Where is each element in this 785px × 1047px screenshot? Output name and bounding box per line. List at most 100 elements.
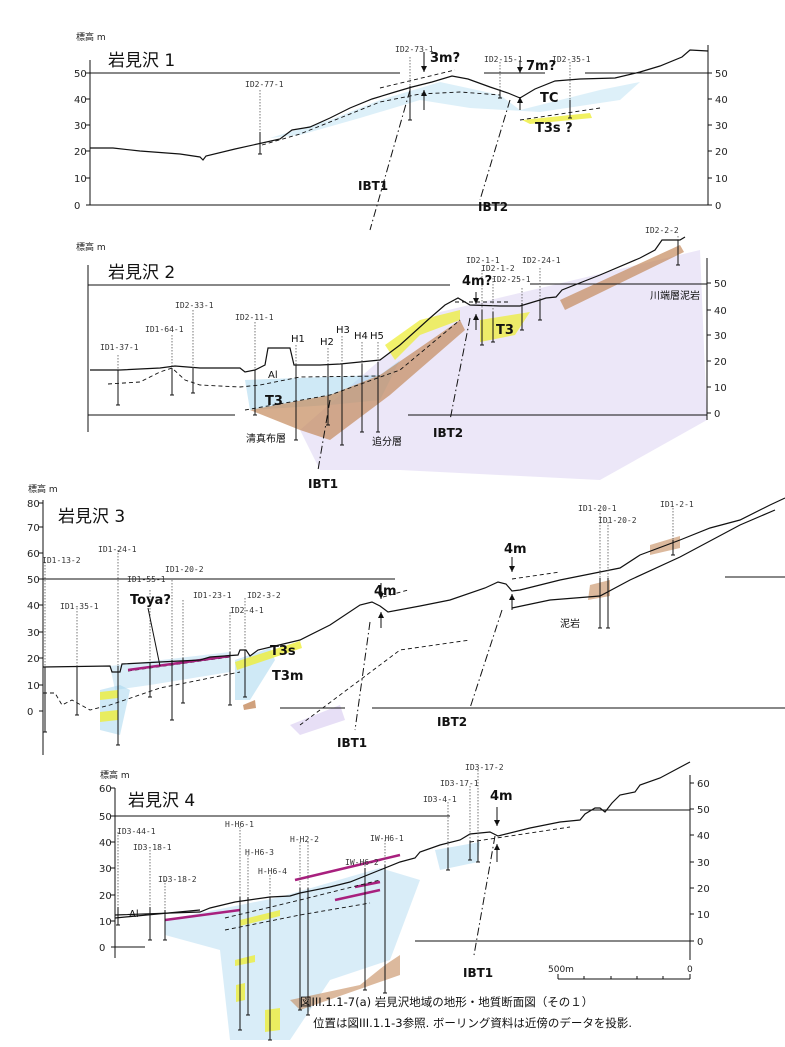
borehole-label: ID1-23-1 xyxy=(193,591,232,600)
borehole-label: ID2-4-1 xyxy=(230,606,264,615)
axis-tick-label: 50 xyxy=(99,812,112,823)
borehole-label: ID2-35-1 xyxy=(552,55,591,64)
fault-trace-ibt2 xyxy=(479,99,511,201)
borehole-label: ID1-20-2 xyxy=(165,565,204,574)
offset-label: 4m xyxy=(374,584,397,599)
axis-tick-label: 70 xyxy=(27,523,40,534)
unit-t3-yellow xyxy=(385,310,460,360)
elevation-axis-label: 標高 m xyxy=(28,483,58,495)
borehole-label: ID3-44-1 xyxy=(117,827,156,836)
axis-tick-label: 50 xyxy=(27,575,40,586)
unit-brown xyxy=(243,700,256,710)
axis-tick-label: 60 xyxy=(697,779,710,790)
axis-tick-label: 0 xyxy=(714,409,720,420)
axis-tick-label: 20 xyxy=(697,884,710,895)
axis-tick-label: 0 xyxy=(697,937,703,948)
unit-brown xyxy=(588,580,610,600)
borehole-label: H4 xyxy=(354,331,368,342)
borehole-label: ID3-18-2 xyxy=(158,875,197,884)
borehole-label: ID2-2-2 xyxy=(645,226,679,235)
fault-label-ibt1: IBT1 xyxy=(463,966,493,980)
displaced-surface xyxy=(382,589,409,598)
scale-bar-label-500m: 500m xyxy=(548,965,574,975)
borehole-label: ID1-2-1 xyxy=(660,500,694,509)
axis-tick-label: 20 xyxy=(714,357,727,368)
axis-tick-label: 50 xyxy=(714,279,727,290)
upthrow-arrow-head xyxy=(517,97,523,103)
formation-label-oiwake: 追分層 xyxy=(372,435,402,448)
borehole-label: H-H6-1 xyxy=(225,820,254,829)
borehole-label: IW-H6-1 xyxy=(370,834,404,843)
axis-tick-label: 60 xyxy=(27,549,40,560)
toya-tephra xyxy=(334,888,381,902)
bedrock-surface xyxy=(511,509,776,609)
borehole-label: ID2-25-1 xyxy=(492,275,531,284)
toya-tephra xyxy=(354,880,381,889)
upthrow-arrow-head xyxy=(421,90,427,96)
borehole-label: ID2-73-1 xyxy=(395,45,434,54)
axis-tick-label: 30 xyxy=(74,121,87,132)
unit-blue xyxy=(435,842,480,870)
unit-brown-right xyxy=(560,245,684,310)
unit-bedrock xyxy=(290,705,345,735)
unit-brown xyxy=(250,320,465,440)
unit-label-t3m: T3m xyxy=(272,669,303,684)
borehole-label: ID2-1-1 xyxy=(466,256,500,265)
borehole-label: ID1-55-1 xyxy=(127,575,166,584)
upthrow-arrow-head xyxy=(494,844,500,850)
borehole-label: H-H2-2 xyxy=(290,835,319,844)
borehole-label: H-H6-4 xyxy=(258,867,287,876)
borehole-label: ID3-4-1 xyxy=(423,795,457,804)
offset-label: 4m xyxy=(504,542,527,557)
borehole-label: ID2-1-2 xyxy=(481,264,515,273)
section-title: 岩見沢 1 xyxy=(108,51,175,71)
fault-trace-ibt1 xyxy=(473,835,496,956)
axis-tick-label: 10 xyxy=(74,174,87,185)
axis-tick-label: 50 xyxy=(74,69,87,80)
axis-tick-label: 30 xyxy=(99,864,112,875)
toya-leader xyxy=(147,607,161,667)
downthrow-arrow-head xyxy=(509,566,515,572)
borehole-label: IW-H6-2 xyxy=(345,858,379,867)
upthrow-arrow-head xyxy=(473,314,479,320)
borehole-label: H1 xyxy=(291,334,305,345)
terrain-profile xyxy=(90,49,709,161)
fault-label-ibt1: IBT1 xyxy=(358,179,388,193)
offset-label: 3m? xyxy=(430,51,460,66)
downthrow-arrow-head xyxy=(421,66,427,72)
axis-tick-label: 0 xyxy=(27,707,33,718)
borehole-label: ID1-35-1 xyxy=(60,602,99,611)
axis-tick-label: 10 xyxy=(27,681,40,692)
elevation-axis-label: 標高 m xyxy=(100,769,130,781)
axis-tick-label: 30 xyxy=(715,121,728,132)
axis-tick-label: 50 xyxy=(697,805,710,816)
axis-tick-label: 30 xyxy=(27,628,40,639)
displaced-surface xyxy=(511,571,561,580)
unit-blue-sediment xyxy=(270,82,640,138)
borehole-label: ID1-13-2 xyxy=(42,556,81,565)
unit-yellow xyxy=(100,710,118,722)
unit-brown xyxy=(290,955,400,1010)
axis-tick-label: 60 xyxy=(99,784,112,795)
unit-boundary xyxy=(43,671,241,711)
unit-label-t3s: T3s xyxy=(270,644,296,659)
unit-yellow xyxy=(265,1008,280,1032)
fault-label-ibt1: IBT1 xyxy=(337,736,367,750)
section-title: 岩見沢 2 xyxy=(108,263,175,283)
displaced-surface xyxy=(379,69,456,89)
borehole-label: H-H6-3 xyxy=(245,848,274,857)
axis-tick-label: 40 xyxy=(27,601,40,612)
fault-trace-ibt2 xyxy=(469,609,503,709)
axis-tick-label: 50 xyxy=(715,69,728,80)
upthrow-arrow-head xyxy=(378,612,384,618)
downthrow-arrow-head xyxy=(494,820,500,826)
unit-label-al: Al xyxy=(268,370,278,381)
x xyxy=(127,654,231,672)
unit-label-tc: TC xyxy=(540,91,558,106)
borehole-label: ID1-37-1 xyxy=(100,343,139,352)
unit-yellow xyxy=(100,690,118,700)
elevation-axis-label: 標高 m xyxy=(76,241,106,253)
unit-boundary xyxy=(261,91,501,146)
section-lines xyxy=(39,45,785,1041)
